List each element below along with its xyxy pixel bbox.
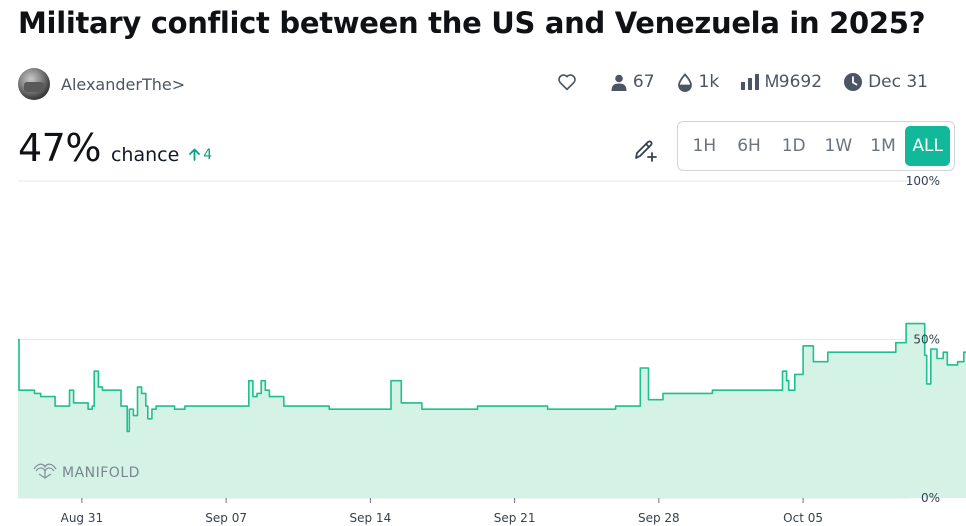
author[interactable]: AlexanderThe> [18, 68, 185, 100]
y-axis: 100% 50% 0% [906, 174, 940, 505]
x-tick-label: Sep 21 [494, 511, 536, 525]
user-icon [611, 74, 627, 91]
x-tick-label: Sep 07 [205, 511, 247, 525]
y-tick-label: 100% [906, 174, 940, 188]
probability-line [18, 322, 966, 433]
pencil-plus-icon [635, 140, 657, 162]
x-axis: Aug 31 Sep 07 Sep 14 Sep 21 Sep 28 Oct 05 [61, 498, 823, 525]
range-6h-button[interactable]: 6H [737, 136, 761, 156]
probability-change: 4 [189, 147, 212, 163]
x-tick-label: Sep 14 [350, 511, 392, 525]
market-title: Military conflict between the US and Ven… [18, 6, 926, 40]
manifold-wordmark: MANIFOLD [62, 465, 140, 481]
range-1h-button[interactable]: 1H [692, 136, 717, 156]
change-value: 4 [203, 146, 213, 163]
avatar[interactable] [18, 68, 50, 100]
manifold-watermark: MANIFOLD [33, 463, 140, 481]
x-tick-label: Aug 31 [61, 511, 104, 525]
heart-icon [558, 74, 576, 91]
probability-label: chance [110, 144, 180, 166]
traders-stat: 67 [611, 72, 655, 92]
range-1d-button[interactable]: 1D [781, 136, 806, 156]
bar-chart-icon [741, 74, 760, 90]
arrow-up-icon [189, 148, 201, 161]
range-all-button[interactable]: ALL [905, 126, 951, 166]
droplet-icon [677, 72, 692, 92]
y-tick-label: 50% [913, 333, 940, 347]
x-tick-label: Sep 28 [638, 511, 680, 525]
probability-display: 47% chance 4 [18, 126, 212, 170]
range-1w-button[interactable]: 1W [824, 136, 853, 156]
pool-value: Ꮇ9692 [765, 72, 823, 92]
close-date: Dec 31 [868, 72, 928, 92]
volume-stat: 1k [677, 72, 720, 92]
edit-button[interactable] [632, 137, 658, 163]
time-range-selector: 1H 6H 1D 1W 1M ALL [677, 121, 955, 171]
pool-stat: Ꮇ9692 [741, 72, 822, 92]
range-1m-button[interactable]: 1M [870, 136, 896, 156]
like-button[interactable] [557, 73, 583, 91]
clock-icon [844, 73, 863, 91]
author-name[interactable]: AlexanderThe> [61, 74, 186, 94]
x-tick-label: Oct 05 [783, 511, 823, 525]
volume-value: 1k [698, 72, 720, 92]
close-date-stat: Dec 31 [844, 72, 928, 92]
probability-area [18, 323, 966, 498]
probability-chart[interactable]: 100% 50% 0% Aug 31 Sep 07 Sep 14 Sep 21 Sep 28… [0, 172, 966, 526]
manifold-logo-icon [33, 463, 57, 479]
y-tick-label: 0% [921, 491, 940, 505]
probability-value: 47% [18, 126, 101, 170]
market-stats: 67 1k Ꮇ9692 Dec 31 [557, 72, 928, 92]
traders-count: 67 [632, 72, 655, 92]
